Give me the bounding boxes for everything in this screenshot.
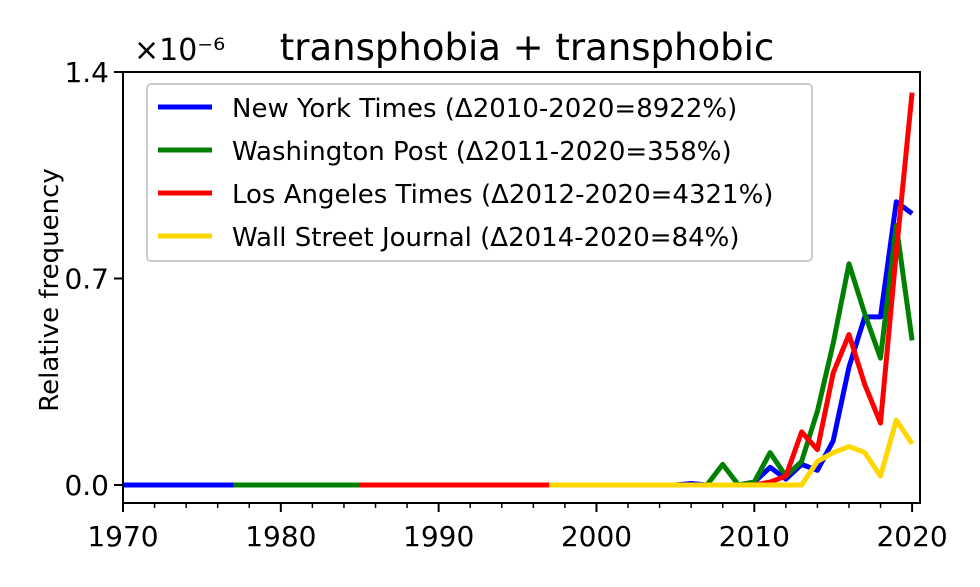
legend-box <box>146 83 813 262</box>
x-tick-label: 1970 <box>87 520 158 553</box>
plot-area <box>123 92 915 488</box>
legend: New York Times (Δ2010-2020=8922%) Washin… <box>146 83 813 262</box>
x-tick-label: 2020 <box>876 520 947 553</box>
legend-label-wsj: Wall Street Journal (Δ2014-2020=84%) <box>232 223 740 253</box>
y-tick-label: 1.4 <box>64 56 109 89</box>
legend-label-lat: Los Angeles Times (Δ2012-2020=4321%) <box>232 180 773 210</box>
series-line-1 <box>233 222 915 488</box>
x-tick-label: 2000 <box>561 520 632 553</box>
axes: 1970 1980 1990 2000 2010 2020 0.0 0.7 1.4 <box>64 56 947 553</box>
y-tick-label: 0.7 <box>64 263 109 296</box>
y-tick-label: 0.0 <box>64 469 109 502</box>
axes-frame <box>122 71 921 504</box>
y-axis-label: Relative frequency <box>35 168 65 412</box>
legend-label-wapo: Washington Post (Δ2011-2020=358%) <box>232 137 732 167</box>
chart-title: transphobia + transphobic <box>280 26 774 69</box>
series-line-3 <box>549 417 915 488</box>
x-tick-label: 1980 <box>245 520 316 553</box>
legend-label-nyt: New York Times (Δ2010-2020=8922%) <box>232 94 737 124</box>
x-tick-label: 1990 <box>403 520 474 553</box>
x-tick-label: 2010 <box>719 520 790 553</box>
y-axis-multiplier: ×10⁻⁶ <box>134 33 225 68</box>
